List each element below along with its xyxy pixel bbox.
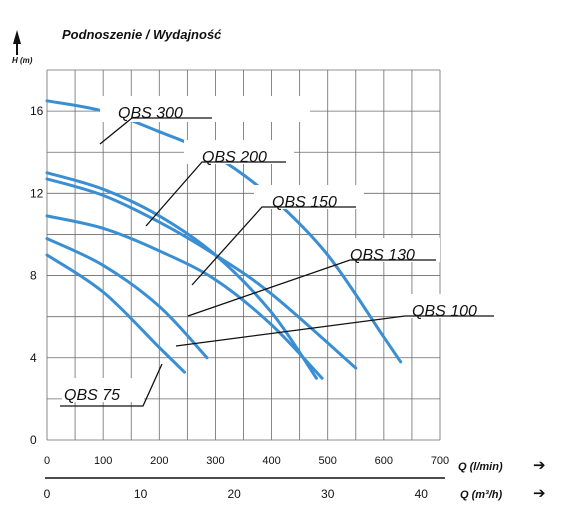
tick-labels: 0 4 8 12 16 0 100 200 300 400 500 600 700 0 10 20 30 40	[30, 104, 449, 501]
y-tick-label: 8	[30, 269, 37, 283]
y-tick-label: 0	[30, 433, 37, 447]
series-label: QBS 200	[202, 149, 267, 166]
label-mask	[62, 378, 144, 402]
x2-tick-label: 0	[44, 487, 51, 501]
x-tick-label: 600	[375, 455, 393, 467]
chart-title: Podnoszenie / Wydajność	[62, 27, 222, 42]
x-tick-label: 400	[262, 455, 280, 467]
label-mask	[254, 185, 364, 209]
x-tick-label: 300	[206, 455, 224, 467]
x2-tick-label: 10	[134, 487, 148, 501]
label-leader-line	[187, 259, 436, 317]
y-tick-label: 16	[30, 104, 44, 118]
y-tick-label: 4	[30, 351, 37, 365]
x2-tick-label: 40	[415, 487, 429, 501]
x-axis-label: Q (l/min)	[458, 461, 503, 473]
series-label: QBS 150	[272, 194, 337, 211]
label-leader-line	[191, 206, 356, 286]
x-tick-label: 100	[94, 455, 112, 467]
series-label: QBS 300	[118, 105, 183, 122]
y-tick-label: 12	[30, 186, 44, 200]
x-tick-label: 200	[150, 455, 168, 467]
label-mask	[400, 294, 500, 318]
x-axis-arrow: ➔	[533, 457, 546, 474]
series-line-qbs-150	[45, 177, 358, 370]
series-line-qbs-130	[45, 214, 324, 380]
y-axis-label: H (m)	[12, 56, 33, 65]
curve-labels: QBS 300 QBS 200 QBS 150 QBS 130 QBS 100 QBS 7…	[60, 96, 500, 407]
x2-tick-label: 20	[227, 487, 241, 501]
label-mask	[184, 140, 294, 164]
label-leader-line	[175, 315, 494, 347]
series-label: QBS 100	[412, 303, 477, 320]
label-mask	[340, 238, 440, 262]
label-leader-line	[60, 363, 163, 407]
series-line-qbs-200	[45, 171, 318, 380]
label-leader-line	[99, 117, 212, 145]
series-line-qbs-75	[45, 253, 186, 374]
series-line-qbs-100	[45, 237, 209, 360]
series-label: QBS 75	[64, 387, 120, 404]
label-leader-line	[145, 161, 286, 227]
x2-axis-label: Q (m³/h)	[460, 489, 502, 501]
x-tick-label: 500	[319, 455, 337, 467]
x-tick-label: 0	[44, 455, 50, 467]
x2-axis-arrow: ➔	[533, 485, 546, 502]
x-tick-label: 700	[431, 455, 449, 467]
x2-tick-label: 30	[321, 487, 335, 501]
series-label: QBS 130	[350, 247, 415, 264]
y-axis-arrow	[13, 30, 21, 44]
series-line-qbs-300	[45, 99, 403, 364]
